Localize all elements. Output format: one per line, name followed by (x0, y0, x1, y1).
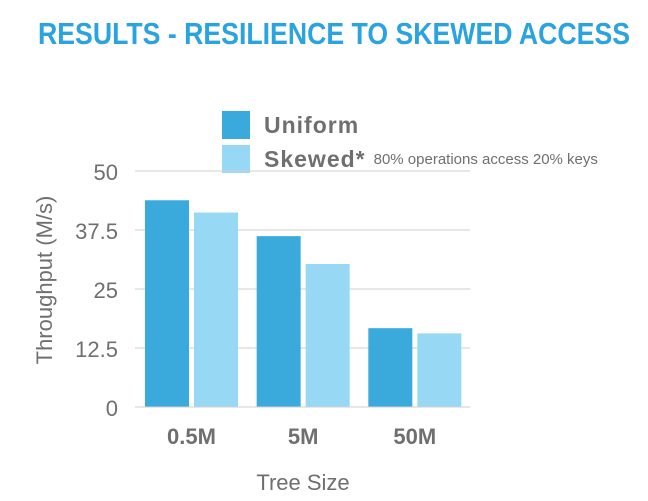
y-tick-label: 12.5 (75, 337, 118, 362)
legend-swatch-uniform (222, 111, 250, 139)
legend-item-uniform: Uniform (222, 111, 359, 139)
x-axis-label: Tree Size (256, 470, 350, 495)
bar-uniform-50m (368, 328, 413, 407)
legend-swatch-skewed (222, 145, 250, 173)
legend-label-uniform: Uniform (264, 111, 360, 138)
skewed-note: 80% operations access 20% keys (373, 150, 598, 168)
y-tick-label: 25 (94, 278, 118, 303)
x-tick-label: 50M (393, 424, 436, 449)
slide-title: RESULTS - RESILIENCE TO SKEWED ACCESS (38, 16, 631, 51)
legend-item-skewed: Skewed* 80% operations access 20% keys (222, 145, 598, 173)
x-tick-label: 5M (288, 424, 319, 449)
bar-skewed-5m (305, 263, 350, 407)
bar-uniform-5m (256, 236, 301, 407)
legend-label-skewed: Skewed* (264, 145, 366, 172)
y-tick-label: 0 (106, 396, 118, 421)
bar-skewed-0.5m (194, 212, 238, 407)
x-tick-label: 0.5M (167, 424, 216, 449)
y-tick-label: 37.5 (75, 219, 118, 244)
bar-uniform-0.5m (145, 200, 189, 407)
y-tick-label: 50 (94, 160, 118, 185)
bar-skewed-50m (417, 333, 462, 407)
